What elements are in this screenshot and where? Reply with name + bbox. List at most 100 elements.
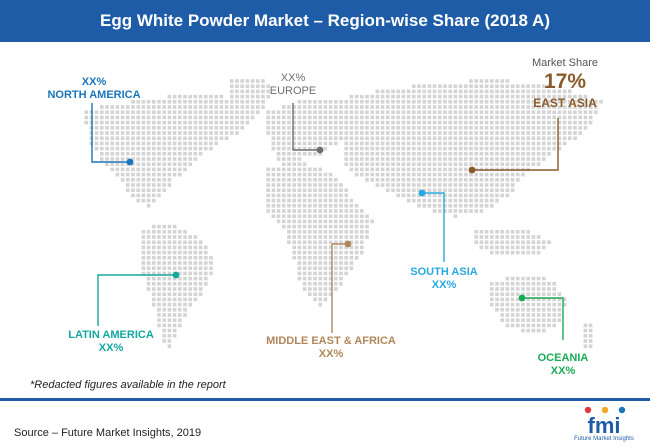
map-dot	[344, 198, 348, 203]
map-dot	[510, 126, 515, 130]
map-dot	[146, 256, 151, 260]
map-dot	[131, 183, 135, 187]
map-dot	[240, 89, 244, 94]
map-dot	[146, 120, 151, 125]
map-dot	[375, 146, 380, 151]
map-dot	[178, 152, 182, 156]
map-dot	[152, 167, 156, 172]
map-dot	[167, 146, 172, 151]
map-dot	[136, 162, 140, 166]
map-dot	[172, 245, 177, 250]
map-dot	[495, 100, 499, 104]
map-dot	[328, 193, 333, 198]
map-dot	[448, 141, 452, 146]
map-dot	[531, 328, 536, 333]
map-dot	[141, 172, 146, 177]
map-dot	[432, 84, 437, 88]
map-dot	[510, 141, 515, 146]
map-dot	[136, 141, 140, 146]
map-dot	[412, 110, 416, 114]
map-dot	[157, 282, 161, 286]
map-dot	[308, 235, 312, 239]
map-dot	[453, 115, 458, 120]
map-dot	[484, 172, 489, 177]
map-dot	[188, 126, 192, 130]
map-dot	[469, 188, 473, 192]
map-dot	[204, 105, 208, 109]
map-dot	[214, 131, 218, 135]
map-dot	[302, 105, 307, 109]
map-dot	[188, 131, 192, 135]
map-dot	[526, 141, 530, 146]
map-dot	[162, 308, 166, 312]
map-dot	[339, 110, 343, 114]
map-dot	[474, 89, 478, 94]
south-asia-label: SOUTH ASIA XX%	[394, 266, 494, 292]
map-dot	[146, 198, 151, 203]
map-dot	[287, 198, 291, 203]
map-dot	[282, 120, 286, 125]
map-dot	[308, 261, 312, 265]
map-dot	[204, 245, 208, 250]
map-dot	[412, 167, 416, 172]
map-dot	[401, 162, 406, 166]
map-dot	[292, 230, 296, 234]
map-dot	[313, 193, 317, 198]
map-dot	[495, 183, 499, 187]
map-dot	[547, 131, 551, 135]
map-dot	[500, 110, 504, 114]
map-dot	[126, 110, 130, 114]
map-dot	[162, 152, 166, 156]
map-dot	[157, 146, 161, 151]
map-dot	[297, 198, 302, 203]
map-dot	[516, 235, 520, 239]
map-dot	[443, 126, 447, 130]
map-dot	[448, 198, 452, 203]
map-dot	[183, 282, 187, 286]
map-dot	[235, 120, 239, 125]
map-dot	[162, 292, 166, 296]
map-dot	[495, 126, 499, 130]
map-dot	[240, 79, 244, 83]
map-dot	[401, 152, 406, 156]
map-dot	[474, 141, 478, 146]
map-dot	[438, 84, 442, 88]
map-dot	[271, 204, 276, 208]
map-dot	[162, 256, 166, 260]
map-dot	[526, 292, 530, 296]
map-dot	[126, 146, 130, 151]
map-dot	[495, 79, 499, 83]
map-dot	[510, 250, 515, 255]
map-dot	[297, 204, 302, 208]
map-dot	[510, 100, 515, 104]
map-dot	[297, 183, 302, 187]
map-dot	[172, 136, 177, 140]
map-dot	[287, 240, 291, 244]
map-dot	[365, 146, 369, 151]
map-dot	[521, 84, 525, 88]
map-dot	[464, 136, 468, 140]
map-dot	[500, 146, 504, 151]
map-dot	[453, 162, 458, 166]
map-dot	[126, 131, 130, 135]
map-dot	[412, 105, 416, 109]
map-dot	[516, 162, 520, 166]
map-dot	[562, 115, 567, 120]
map-dot	[490, 172, 494, 177]
map-dot	[484, 110, 489, 114]
map-dot	[526, 250, 530, 255]
map-dot	[375, 162, 380, 166]
map-dot	[162, 266, 166, 270]
map-dot	[120, 152, 125, 156]
map-dot	[214, 141, 218, 146]
map-dot	[448, 162, 452, 166]
map-dot	[375, 136, 380, 140]
map-dot	[406, 100, 411, 104]
map-dot	[396, 126, 400, 130]
map-dot	[505, 193, 510, 198]
map-dot	[583, 323, 588, 328]
map-dot	[412, 89, 416, 94]
map-dot	[105, 146, 109, 151]
map-dot	[308, 230, 312, 234]
map-dot	[172, 313, 177, 317]
